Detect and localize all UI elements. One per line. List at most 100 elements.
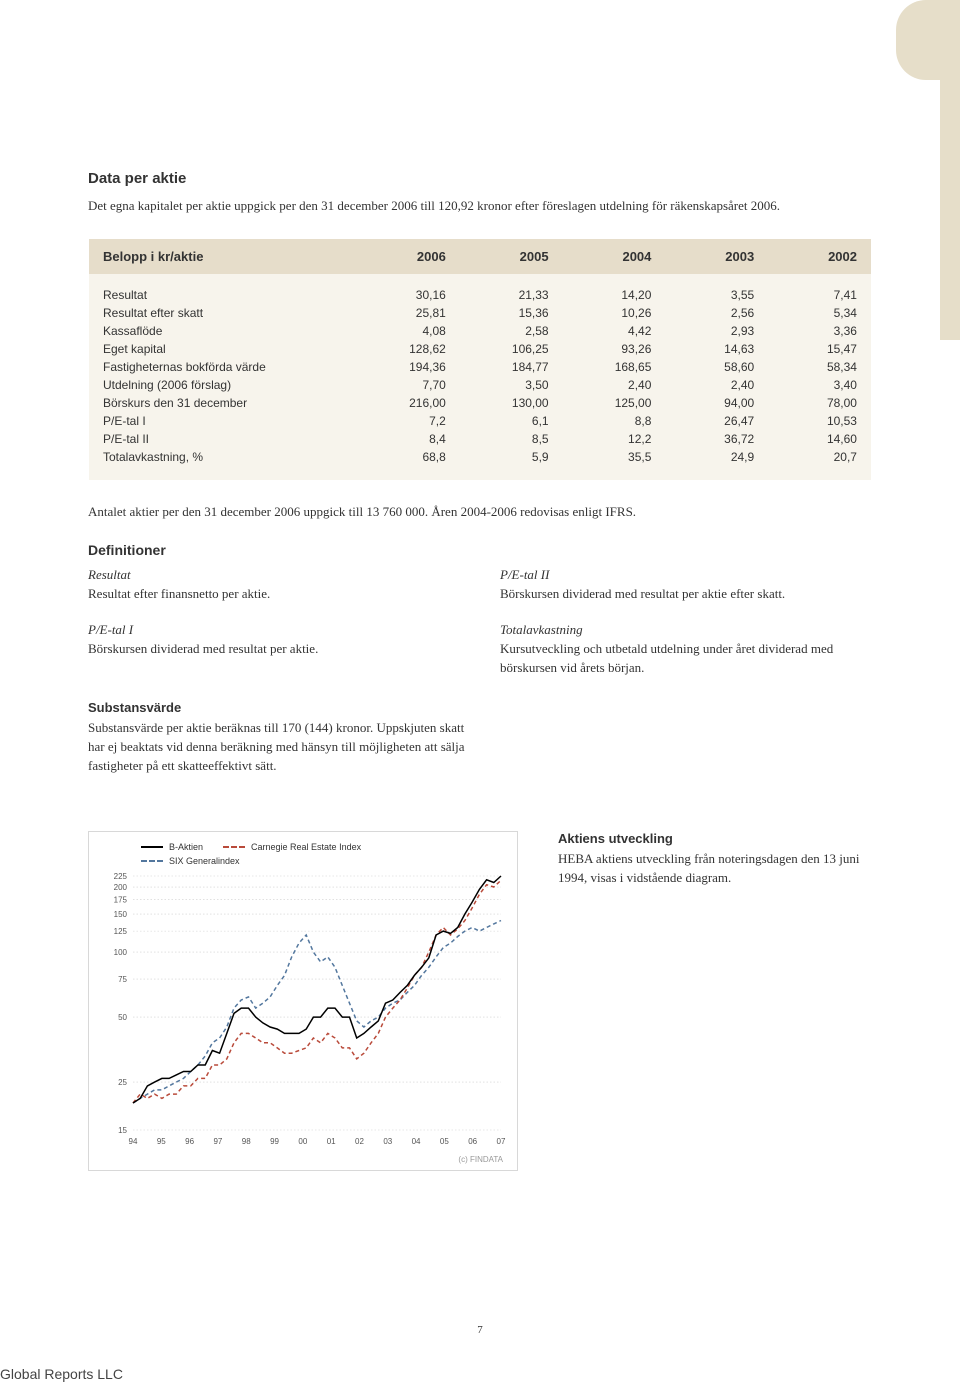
chart-legend: B-Aktien Carnegie Real Estate Index (141, 842, 507, 852)
svg-text:25: 25 (118, 1079, 127, 1088)
substansvarde-heading: Substansvärde (88, 700, 872, 715)
svg-text:225: 225 (114, 872, 128, 881)
cell: 15,36 (446, 304, 549, 322)
table-row: Resultat efter skatt25,8115,3610,262,565… (103, 304, 857, 322)
table-row: Utdelning (2006 förslag)7,703,502,402,40… (103, 376, 857, 394)
row-label: Utdelning (2006 förslag) (103, 376, 343, 394)
cell: 128,62 (343, 340, 446, 358)
cell: 14,63 (651, 340, 754, 358)
definition-term: Totalavkastning (500, 621, 872, 640)
cell: 21,33 (446, 286, 549, 304)
svg-text:04: 04 (412, 1137, 421, 1146)
cell: 2,56 (651, 304, 754, 322)
cell: 20,7 (754, 448, 857, 466)
table-footnote: Antalet aktier per den 31 december 2006 … (88, 503, 872, 522)
legend-swatch-dash-blue (141, 860, 163, 862)
table-header-label: Belopp i kr/aktie (103, 249, 343, 264)
cell: 3,50 (446, 376, 549, 394)
row-label: Eget kapital (103, 340, 343, 358)
definition-item: TotalavkastningKursutveckling och utbeta… (500, 621, 872, 678)
cell: 8,8 (549, 412, 652, 430)
table-header-row: Belopp i kr/aktie 2006 2005 2004 2003 20… (89, 239, 871, 274)
cell: 14,20 (549, 286, 652, 304)
row-label: Kassaflöde (103, 322, 343, 340)
cell: 7,41 (754, 286, 857, 304)
cell: 14,60 (754, 430, 857, 448)
cell: 3,36 (754, 322, 857, 340)
row-label: Totalavkastning, % (103, 448, 343, 466)
table-row: P/E-tal II8,48,512,236,7214,60 (103, 430, 857, 448)
col-2002: 2002 (754, 249, 857, 264)
definition-item: P/E-tal IIBörskursen dividerad med resul… (500, 566, 872, 604)
chart-side-body: HEBA aktiens utveckling från noteringsda… (558, 850, 872, 888)
svg-text:50: 50 (118, 1014, 127, 1023)
chart-box: B-Aktien Carnegie Real Estate Index SIX … (88, 831, 518, 1171)
svg-text:175: 175 (114, 896, 128, 905)
table-row: Totalavkastning, %68,85,935,524,920,7 (103, 448, 857, 466)
chart-row: B-Aktien Carnegie Real Estate Index SIX … (88, 831, 872, 1171)
cell: 125,00 (549, 394, 652, 412)
definition-term: P/E-tal II (500, 566, 872, 585)
cell: 10,26 (549, 304, 652, 322)
cell: 25,81 (343, 304, 446, 322)
cell: 4,08 (343, 322, 446, 340)
legend-label: SIX Generalindex (169, 856, 240, 866)
page-number: 7 (0, 1324, 960, 1336)
cell: 2,40 (549, 376, 652, 394)
row-label: Resultat (103, 286, 343, 304)
svg-text:98: 98 (242, 1137, 251, 1146)
row-label: P/E-tal II (103, 430, 343, 448)
section-title: Data per aktie (88, 170, 872, 187)
cell: 58,34 (754, 358, 857, 376)
svg-text:100: 100 (114, 948, 128, 957)
cell: 5,9 (446, 448, 549, 466)
svg-text:00: 00 (298, 1137, 307, 1146)
table-row: P/E-tal I7,26,18,826,4710,53 (103, 412, 857, 430)
definition-body: Börskursen dividerad med resultat per ak… (88, 640, 460, 659)
table-row: Fastigheternas bokförda värde194,36184,7… (103, 358, 857, 376)
svg-text:75: 75 (118, 975, 127, 984)
definition-body: Kursutveckling och utbetald utdelning un… (500, 640, 872, 678)
row-label: Resultat efter skatt (103, 304, 343, 322)
legend-carnegie: Carnegie Real Estate Index (223, 842, 361, 852)
cell: 35,5 (549, 448, 652, 466)
definition-item: ResultatResultat efter finansnetto per a… (88, 566, 460, 604)
cell: 6,1 (446, 412, 549, 430)
col-2004: 2004 (549, 249, 652, 264)
cell: 24,9 (651, 448, 754, 466)
cell: 94,00 (651, 394, 754, 412)
chart-side-text: Aktiens utveckling HEBA aktiens utveckli… (558, 831, 872, 888)
col-2005: 2005 (446, 249, 549, 264)
page-content: Data per aktie Det egna kapitalet per ak… (0, 0, 960, 1211)
chart-legend-row2: SIX Generalindex (141, 856, 507, 866)
definition-body: Resultat efter finansnetto per aktie. (88, 585, 460, 604)
svg-text:02: 02 (355, 1137, 364, 1146)
cell: 93,26 (549, 340, 652, 358)
intro-paragraph: Det egna kapitalet per aktie uppgick per… (88, 197, 872, 216)
legend-swatch-dash-red (223, 846, 245, 848)
cell: 216,00 (343, 394, 446, 412)
table-row: Kassaflöde4,082,584,422,933,36 (103, 322, 857, 340)
definitions-heading: Definitioner (88, 542, 872, 558)
chart-side-heading: Aktiens utveckling (558, 831, 872, 846)
cell: 78,00 (754, 394, 857, 412)
cell: 168,65 (549, 358, 652, 376)
cell: 5,34 (754, 304, 857, 322)
svg-text:01: 01 (327, 1137, 336, 1146)
substansvarde-body: Substansvärde per aktie beräknas till 17… (88, 719, 468, 776)
definition-item: P/E-tal IBörskursen dividerad med result… (88, 621, 460, 678)
cell: 8,5 (446, 430, 549, 448)
legend-baktien: B-Aktien (141, 842, 203, 852)
svg-text:95: 95 (157, 1137, 166, 1146)
svg-text:05: 05 (440, 1137, 449, 1146)
cell: 3,40 (754, 376, 857, 394)
cell: 58,60 (651, 358, 754, 376)
cell: 8,4 (343, 430, 446, 448)
legend-label: Carnegie Real Estate Index (251, 842, 361, 852)
col-2006: 2006 (343, 249, 446, 264)
legend-label: B-Aktien (169, 842, 203, 852)
definition-term: Resultat (88, 566, 460, 585)
cell: 3,55 (651, 286, 754, 304)
definitions-section: Definitioner ResultatResultat efter fina… (88, 542, 872, 678)
cell: 2,58 (446, 322, 549, 340)
